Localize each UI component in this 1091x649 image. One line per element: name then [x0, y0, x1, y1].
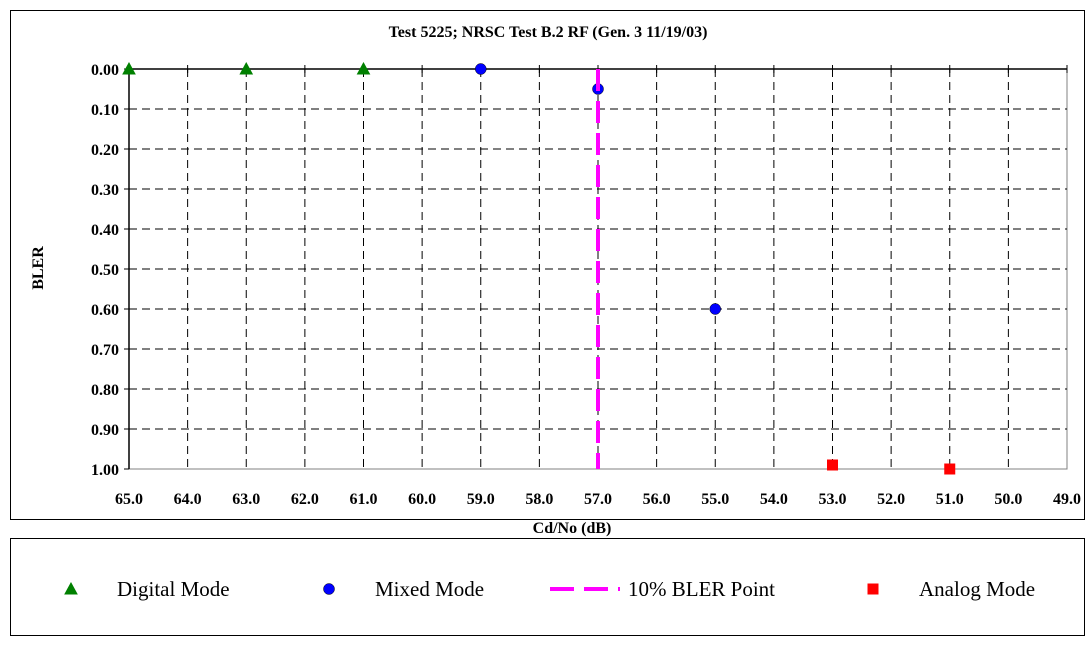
analog-mode-point — [827, 459, 838, 471]
legend-label-analog-mode: Analog Mode — [919, 577, 1035, 601]
x-tick-label: 52.0 — [877, 491, 905, 508]
legend — [10, 538, 1085, 636]
x-tick-label: 57.0 — [584, 491, 612, 508]
mixed-mode-point — [475, 63, 487, 75]
marks — [122, 61, 956, 475]
legend-label-digital-mode: Digital Mode — [117, 577, 230, 601]
legend-label-10-bler-point: 10% BLER Point — [628, 577, 775, 601]
y-tick-label: 1.00 — [91, 462, 119, 479]
digital-mode-point — [356, 61, 371, 75]
ticks: 65.0 64.0 63.0 62.0 61.0 60.0 59.0 58.0 57.0 56.0… — [91, 62, 1081, 508]
x-tick-label: 54.0 — [760, 491, 788, 508]
y-tick-label: 0.10 — [91, 102, 119, 119]
x-tick-label: 53.0 — [819, 491, 847, 508]
x-tick-label: 62.0 — [291, 491, 319, 508]
x-axis-label: Cd/No (dB) — [533, 520, 612, 537]
x-tick-label: 56.0 — [643, 491, 671, 508]
y-tick-label: 0.30 — [91, 182, 119, 199]
y-tick-label: 0.70 — [91, 342, 119, 359]
digital-mode-point — [239, 61, 254, 75]
x-tick-label: 55.0 — [701, 491, 729, 508]
y-tick-label: 0.80 — [91, 382, 119, 399]
x-tick-label: 65.0 — [115, 491, 143, 508]
x-tick-label: 64.0 — [174, 491, 202, 508]
x-tick-label: 51.0 — [936, 491, 964, 508]
legend-label-mixed-mode: Mixed Mode — [375, 577, 484, 601]
x-tick-label: 49.0 — [1053, 491, 1081, 508]
x-tick-label: 58.0 — [525, 491, 553, 508]
y-tick-label: 0.20 — [91, 142, 119, 159]
y-tick-label: 0.50 — [91, 262, 119, 279]
y-tick-label: 0.90 — [91, 422, 119, 439]
y-tick-label: 0.00 — [91, 62, 119, 79]
digital-mode-point — [122, 61, 136, 75]
x-tick-label: 63.0 — [232, 491, 260, 508]
x-tick-label: 59.0 — [467, 491, 495, 508]
analog-mode-point — [944, 463, 956, 475]
x-tick-label: 50.0 — [994, 491, 1022, 508]
mixed-mode-point — [709, 303, 721, 315]
y-axis-label: BLER — [30, 246, 47, 290]
x-tick-label: 61.0 — [350, 491, 378, 508]
legend-items: Digital Mode Mixed Mode 10% BLER Point Anal… — [64, 577, 1035, 601]
chart-title: Test 5225; NRSC Test B.2 RF (Gen. 3 11/1… — [389, 24, 708, 41]
legend-swatch-mixed-mode — [323, 583, 335, 595]
legend-swatch-digital-mode — [64, 581, 78, 595]
y-tick-label: 0.60 — [91, 302, 119, 319]
legend-swatch-analog-mode — [867, 583, 879, 595]
x-tick-label: 60.0 — [408, 491, 436, 508]
y-tick-label: 0.40 — [91, 222, 119, 239]
